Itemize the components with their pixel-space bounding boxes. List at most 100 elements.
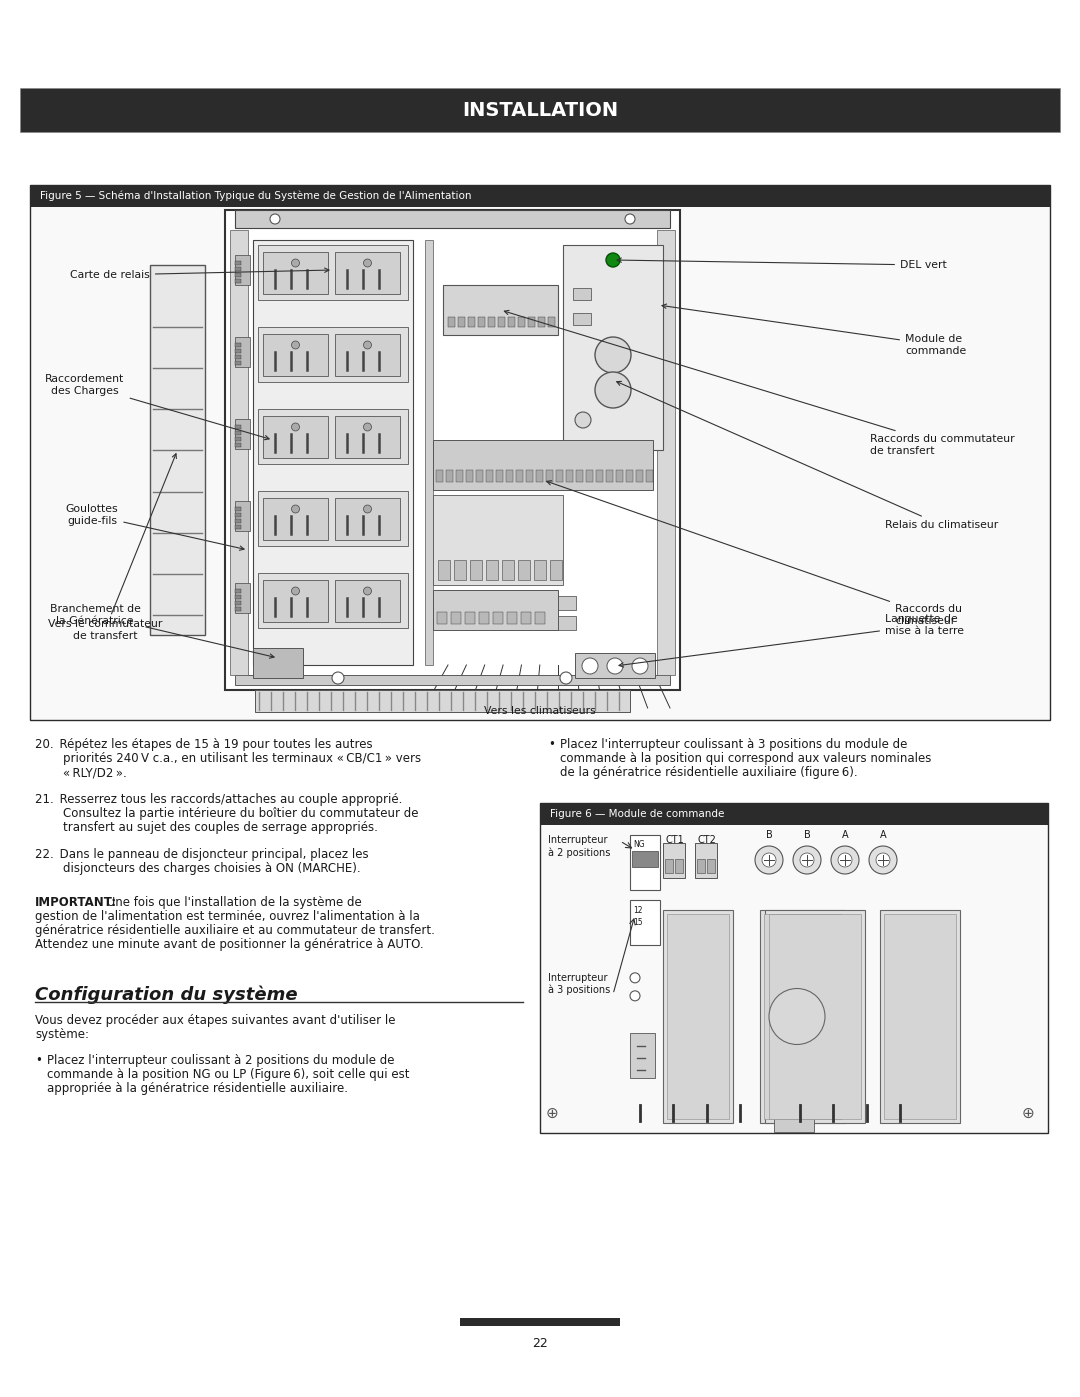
Bar — [235, 210, 670, 228]
Text: Goulottes
guide-fils: Goulottes guide-fils — [66, 504, 244, 550]
Bar — [880, 909, 960, 1123]
Bar — [150, 265, 205, 636]
Text: 22. Dans le panneau de disjoncteur principal, placez les: 22. Dans le panneau de disjoncteur princ… — [35, 848, 368, 861]
Text: 22: 22 — [532, 1337, 548, 1350]
Bar — [526, 469, 534, 482]
Text: Branchement de
la Génératrice: Branchement de la Génératrice — [50, 604, 274, 658]
Bar — [507, 469, 513, 482]
Bar — [230, 231, 248, 675]
Bar — [546, 469, 553, 482]
Bar — [480, 612, 489, 624]
Bar — [550, 560, 562, 580]
Text: Placez l'interrupteur coulissant à 3 positions du module de: Placez l'interrupteur coulissant à 3 pos… — [561, 738, 907, 752]
Bar — [626, 469, 633, 482]
Text: 15: 15 — [633, 918, 643, 928]
Text: Carte de relais: Carte de relais — [70, 268, 329, 279]
Bar — [765, 909, 865, 1123]
Circle shape — [831, 847, 859, 875]
Text: à 3 positions: à 3 positions — [548, 985, 610, 995]
Bar — [534, 560, 546, 580]
Circle shape — [364, 423, 372, 432]
Bar — [443, 285, 558, 335]
Bar — [258, 573, 408, 629]
Circle shape — [292, 504, 299, 513]
Text: commande à la position NG ou LP (Figure 6), soit celle qui est: commande à la position NG ou LP (Figure … — [48, 1067, 409, 1081]
Bar — [769, 914, 861, 1119]
Bar — [465, 612, 475, 624]
Bar — [253, 240, 413, 665]
Bar — [616, 469, 623, 482]
Bar — [451, 612, 461, 624]
Bar — [667, 914, 729, 1119]
Bar — [498, 317, 505, 327]
Text: Figure 6 — Module de commande: Figure 6 — Module de commande — [550, 809, 725, 819]
Bar — [21, 88, 1059, 131]
Bar — [492, 612, 503, 624]
Bar — [458, 317, 465, 327]
Text: priorités 240 V c.a., en utilisant les terminaux « CB/C1 » vers: priorités 240 V c.a., en utilisant les t… — [63, 752, 421, 766]
Bar — [478, 317, 485, 327]
Text: LP: LP — [633, 852, 642, 861]
Text: Module de
commande: Module de commande — [662, 305, 967, 356]
Bar — [235, 272, 241, 277]
Text: NG: NG — [633, 840, 645, 849]
Circle shape — [755, 847, 783, 875]
Bar — [235, 525, 241, 529]
Bar — [606, 469, 613, 482]
Circle shape — [606, 253, 620, 267]
Circle shape — [292, 423, 299, 432]
Bar — [454, 560, 465, 580]
Circle shape — [332, 672, 345, 685]
Text: 20. Répétez les étapes de 15 à 19 pour toutes les autres: 20. Répétez les étapes de 15 à 19 pour t… — [35, 738, 373, 752]
Bar — [538, 317, 545, 327]
Text: de la génératrice résidentielle auxiliaire (figure 6).: de la génératrice résidentielle auxiliai… — [561, 766, 858, 780]
Bar — [465, 469, 473, 482]
Bar — [558, 616, 576, 630]
Text: Vous devez procéder aux étapes suivantes avant d'utiliser le: Vous devez procéder aux étapes suivantes… — [35, 1014, 395, 1027]
Bar — [460, 1317, 620, 1326]
Circle shape — [595, 372, 631, 408]
Text: Une fois que l'installation de la système de: Une fois que l'installation de la systèm… — [103, 895, 362, 909]
Bar — [235, 507, 241, 511]
Text: « RLY/D2 ».: « RLY/D2 ». — [63, 766, 126, 780]
Circle shape — [630, 972, 640, 983]
Bar — [448, 317, 455, 327]
Bar — [575, 652, 654, 678]
Bar — [235, 267, 241, 271]
Bar — [630, 835, 660, 890]
Bar — [508, 317, 515, 327]
Circle shape — [800, 854, 814, 868]
Bar — [476, 469, 483, 482]
Bar — [264, 416, 328, 458]
Bar — [235, 349, 241, 353]
Text: IMPORTANT:: IMPORTANT: — [35, 895, 117, 909]
Bar — [426, 240, 433, 665]
Text: ⊕: ⊕ — [545, 1105, 558, 1120]
Circle shape — [769, 989, 825, 1045]
Text: appropriée à la génératrice résidentielle auxiliaire.: appropriée à la génératrice résidentiell… — [48, 1083, 348, 1095]
Circle shape — [625, 214, 635, 224]
Bar — [30, 184, 1050, 207]
Bar — [438, 560, 450, 580]
Bar — [235, 256, 249, 285]
Bar — [335, 580, 400, 622]
Text: 12: 12 — [633, 907, 643, 915]
Bar — [516, 469, 523, 482]
Bar — [253, 648, 303, 678]
Bar — [335, 497, 400, 541]
Bar — [502, 560, 514, 580]
Bar — [235, 360, 241, 365]
Bar — [521, 612, 531, 624]
Bar — [696, 842, 717, 877]
Text: Raccordement
des Charges: Raccordement des Charges — [45, 374, 269, 440]
Bar — [235, 520, 241, 522]
Circle shape — [270, 214, 280, 224]
Bar — [235, 513, 241, 517]
Bar — [335, 334, 400, 376]
Text: Raccords du commutateur
de transfert: Raccords du commutateur de transfert — [504, 310, 1014, 455]
Bar — [556, 469, 563, 482]
Bar — [663, 909, 733, 1123]
Bar — [518, 317, 525, 327]
Circle shape — [630, 990, 640, 1000]
Circle shape — [292, 587, 299, 595]
